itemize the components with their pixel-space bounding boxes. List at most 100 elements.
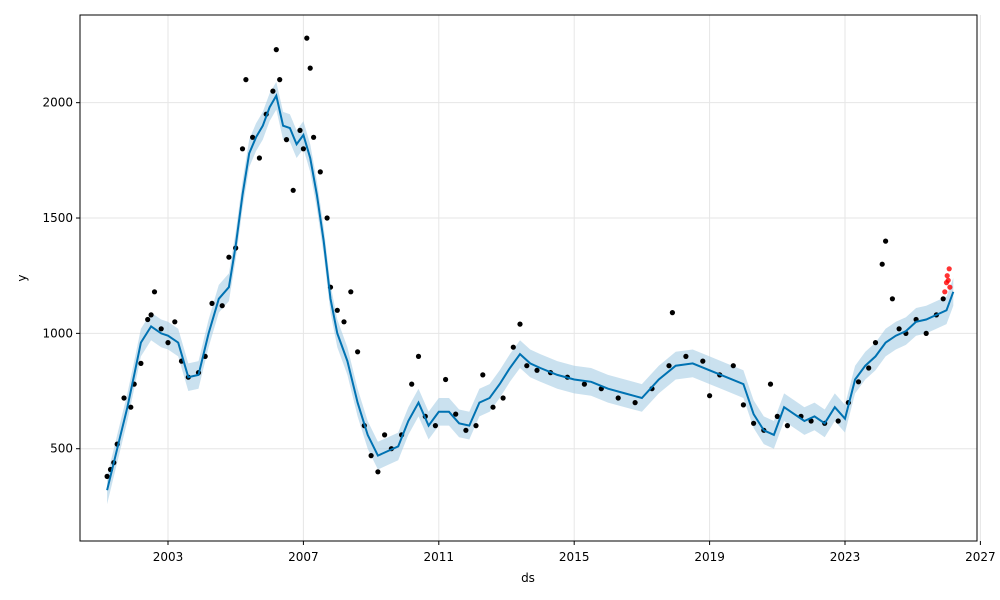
- observation-point: [432, 423, 438, 429]
- y-tick-label: 500: [50, 442, 73, 456]
- observation-point: [707, 393, 713, 399]
- observation-point: [304, 35, 310, 41]
- observation-point: [355, 349, 361, 355]
- x-axis-label: ds: [521, 571, 535, 585]
- highlighted-point: [947, 284, 953, 290]
- observation-point: [165, 340, 171, 346]
- observation-point: [632, 400, 638, 406]
- y-tick-label: 1500: [42, 211, 73, 225]
- highlighted-point: [944, 273, 950, 279]
- observation-point: [219, 303, 225, 309]
- highlighted-point: [945, 277, 951, 283]
- observation-point: [866, 365, 872, 371]
- x-tick-label: 2023: [830, 550, 861, 564]
- observation-point: [808, 418, 814, 424]
- observation-point: [883, 238, 889, 244]
- observation-point: [415, 353, 422, 359]
- observation-point: [409, 381, 415, 387]
- observation-point: [923, 330, 929, 336]
- observation-point: [453, 411, 459, 417]
- observation-point: [311, 134, 317, 140]
- y-tick-label: 1000: [42, 326, 73, 340]
- observation-point: [243, 77, 249, 83]
- observation-point: [517, 321, 523, 327]
- observation-point: [270, 88, 276, 94]
- y-axis-label: y: [15, 274, 29, 281]
- observation-point: [889, 296, 896, 302]
- observation-point: [443, 376, 449, 383]
- x-tick-label: 2011: [424, 550, 455, 564]
- observation-point: [324, 215, 330, 221]
- observation-point: [872, 340, 879, 346]
- x-tick-label: 2015: [559, 550, 590, 564]
- x-tick-label: 2007: [288, 550, 319, 564]
- observation-point: [835, 418, 841, 424]
- observation-point: [239, 146, 246, 152]
- observation-point: [250, 134, 256, 140]
- observation-point: [277, 77, 283, 83]
- highlighted-point: [946, 266, 952, 272]
- observation-point: [879, 261, 885, 267]
- observation-point: [128, 404, 134, 410]
- observation-point: [500, 395, 506, 401]
- observation-point: [510, 344, 516, 350]
- observation-point: [490, 404, 496, 410]
- highlighted-point: [942, 289, 948, 295]
- observation-point: [534, 367, 540, 373]
- observation-point: [273, 47, 279, 53]
- observation-point: [666, 363, 672, 369]
- observation-point: [334, 307, 340, 313]
- observation-point: [226, 254, 232, 260]
- observation-point: [307, 65, 313, 71]
- observation-point: [740, 402, 747, 408]
- observation-point: [683, 353, 689, 359]
- observation-point: [700, 358, 706, 364]
- observation-point: [463, 427, 469, 433]
- observation-point: [524, 363, 530, 369]
- observation-point: [382, 432, 388, 438]
- observation-point: [473, 423, 479, 429]
- observation-point: [368, 453, 374, 459]
- highlighted-points: [942, 266, 953, 295]
- observation-point: [290, 187, 296, 193]
- y-tick-label: 2000: [42, 96, 73, 110]
- observation-point: [774, 413, 780, 419]
- observation-point: [145, 316, 151, 323]
- grid: [80, 15, 981, 541]
- observation-point: [148, 312, 154, 318]
- plot-frame: [79, 14, 978, 542]
- observation-point: [209, 300, 215, 306]
- observation-point: [480, 372, 486, 378]
- forecast-line: [106, 92, 955, 491]
- x-tick-label: 2019: [694, 550, 725, 564]
- observation-point: [300, 146, 306, 152]
- x-tick-label: 2003: [153, 550, 184, 564]
- observation-point: [283, 137, 290, 143]
- y-axis: 500 1000 1500 2000: [42, 96, 80, 456]
- observation-point: [615, 395, 621, 401]
- observation-point: [151, 289, 158, 295]
- x-tick-label: 2027: [965, 550, 996, 564]
- observation-point: [348, 289, 354, 295]
- observation-point: [751, 420, 757, 426]
- observation-point: [855, 379, 862, 385]
- observation-point: [375, 469, 381, 475]
- observation-point: [256, 155, 262, 161]
- observation-point: [158, 326, 164, 332]
- observation-point: [767, 381, 774, 387]
- observation-point: [121, 395, 127, 401]
- observation-point: [940, 296, 946, 302]
- observation-point: [297, 127, 303, 133]
- observation-point: [317, 169, 323, 175]
- observation-point: [730, 363, 736, 369]
- observation-point: [138, 360, 144, 366]
- observation-point: [341, 319, 347, 325]
- observation-point: [104, 473, 110, 479]
- observation-point: [172, 319, 178, 325]
- observation-point: [581, 381, 588, 387]
- observation-point: [896, 326, 902, 332]
- x-axis: 2003 2007 2011 2015 2019 2023 2027: [153, 541, 996, 564]
- observation-point: [669, 310, 676, 316]
